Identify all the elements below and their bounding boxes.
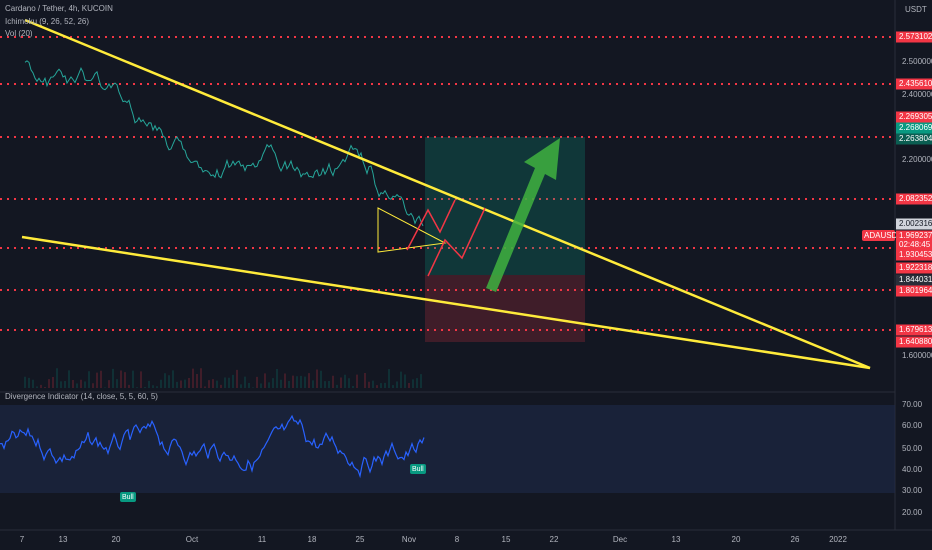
- price-label: 2.435610: [899, 79, 932, 88]
- price-tick: 2.200000: [902, 155, 932, 164]
- projection: [406, 199, 456, 251]
- price-label: 2.573102: [899, 32, 932, 41]
- price-line: [24, 60, 424, 227]
- price-label-bg: [896, 230, 932, 242]
- time-tick: 2022: [829, 535, 847, 544]
- time-tick: 8: [455, 535, 460, 544]
- price-label-bg: [896, 122, 932, 134]
- price-label: 2.269305: [899, 112, 932, 121]
- price-label-bg: [896, 324, 932, 336]
- time-tick: 18: [308, 535, 317, 544]
- time-tick: 7: [20, 535, 25, 544]
- rsi-tick: 30.00: [902, 486, 923, 495]
- indicator: Vol (20): [5, 29, 33, 38]
- price-label: 1.801964: [899, 286, 932, 295]
- price-label-bg: [896, 193, 932, 205]
- price-label-bg: [896, 336, 932, 348]
- rsi-band: [0, 405, 895, 493]
- projection: [427, 207, 486, 277]
- currency: USDT: [905, 5, 927, 14]
- rsi-line: [0, 414, 425, 479]
- time-tick: 20: [112, 535, 121, 544]
- price-tick: 1.600000: [902, 351, 932, 360]
- time-tick: 13: [672, 535, 681, 544]
- rsi-tick: 70.00: [902, 400, 923, 409]
- rsi-tick: 20.00: [902, 508, 923, 517]
- price-tick: 2.400000: [902, 90, 932, 99]
- price-label: 1.844031: [899, 275, 932, 284]
- time-tick: 22: [550, 535, 559, 544]
- stop-zone: [425, 275, 585, 342]
- symbol-tag-bg: [862, 230, 895, 241]
- price-label-bg: [896, 31, 932, 43]
- time-tick: 11: [258, 535, 267, 544]
- price-label: 1.922318: [899, 263, 932, 272]
- time-tick: 15: [502, 535, 511, 544]
- time-tick: 20: [732, 535, 741, 544]
- time-tick: 25: [356, 535, 365, 544]
- arrow: [486, 138, 560, 292]
- indicator: Ichimoku (9, 26, 52, 26): [5, 17, 89, 26]
- symbol: Cardano / Tether, 4h, KUCOIN: [5, 4, 113, 13]
- price-label-bg: [896, 285, 932, 297]
- price-label: 2.082352: [899, 194, 932, 203]
- time-tick: Nov: [402, 535, 416, 544]
- triangle: [377, 207, 447, 253]
- price-label-bg: [896, 262, 932, 274]
- time-tick: Dec: [613, 535, 627, 544]
- time-tick: 13: [59, 535, 68, 544]
- price-label-bg: [896, 78, 932, 90]
- price-history: [24, 60, 424, 388]
- signal: Bull: [122, 494, 134, 501]
- time-tick: Oct: [186, 535, 199, 544]
- symbol-tag: ADAUSDT: [864, 231, 902, 240]
- price-label: 2.268069: [899, 123, 932, 132]
- price-label: 1.640880: [899, 337, 932, 346]
- price-label-bg: [896, 133, 932, 145]
- trend-line: [24, 18, 871, 370]
- indicator-title: Divergence Indicator (14, close, 5, 5, 6…: [5, 392, 158, 401]
- price-label-bg: [896, 239, 932, 251]
- signal-bg: [120, 492, 136, 502]
- time-tick: 26: [791, 535, 800, 544]
- signal-bg: [410, 464, 426, 474]
- rsi-tick: 60.00: [902, 421, 923, 430]
- trend-line: [21, 235, 871, 370]
- price-label-bg: [896, 111, 932, 123]
- price-label: 1.930453: [899, 250, 932, 259]
- price-label: 1.679613: [899, 325, 932, 334]
- signal: Bull: [412, 466, 424, 473]
- price-label: 1.969237: [899, 231, 932, 240]
- price-label-bg: [896, 218, 932, 230]
- price-label-bg: [896, 249, 932, 261]
- price-label: 2.002316: [899, 219, 932, 228]
- price-label-bg: [896, 274, 932, 286]
- price-label: 02:48:45: [899, 240, 931, 249]
- rsi-tick: 50.00: [902, 444, 923, 453]
- rsi-tick: 40.00: [902, 465, 923, 474]
- price-tick: 2.500000: [902, 57, 932, 66]
- price-label: 2.263804: [899, 134, 932, 143]
